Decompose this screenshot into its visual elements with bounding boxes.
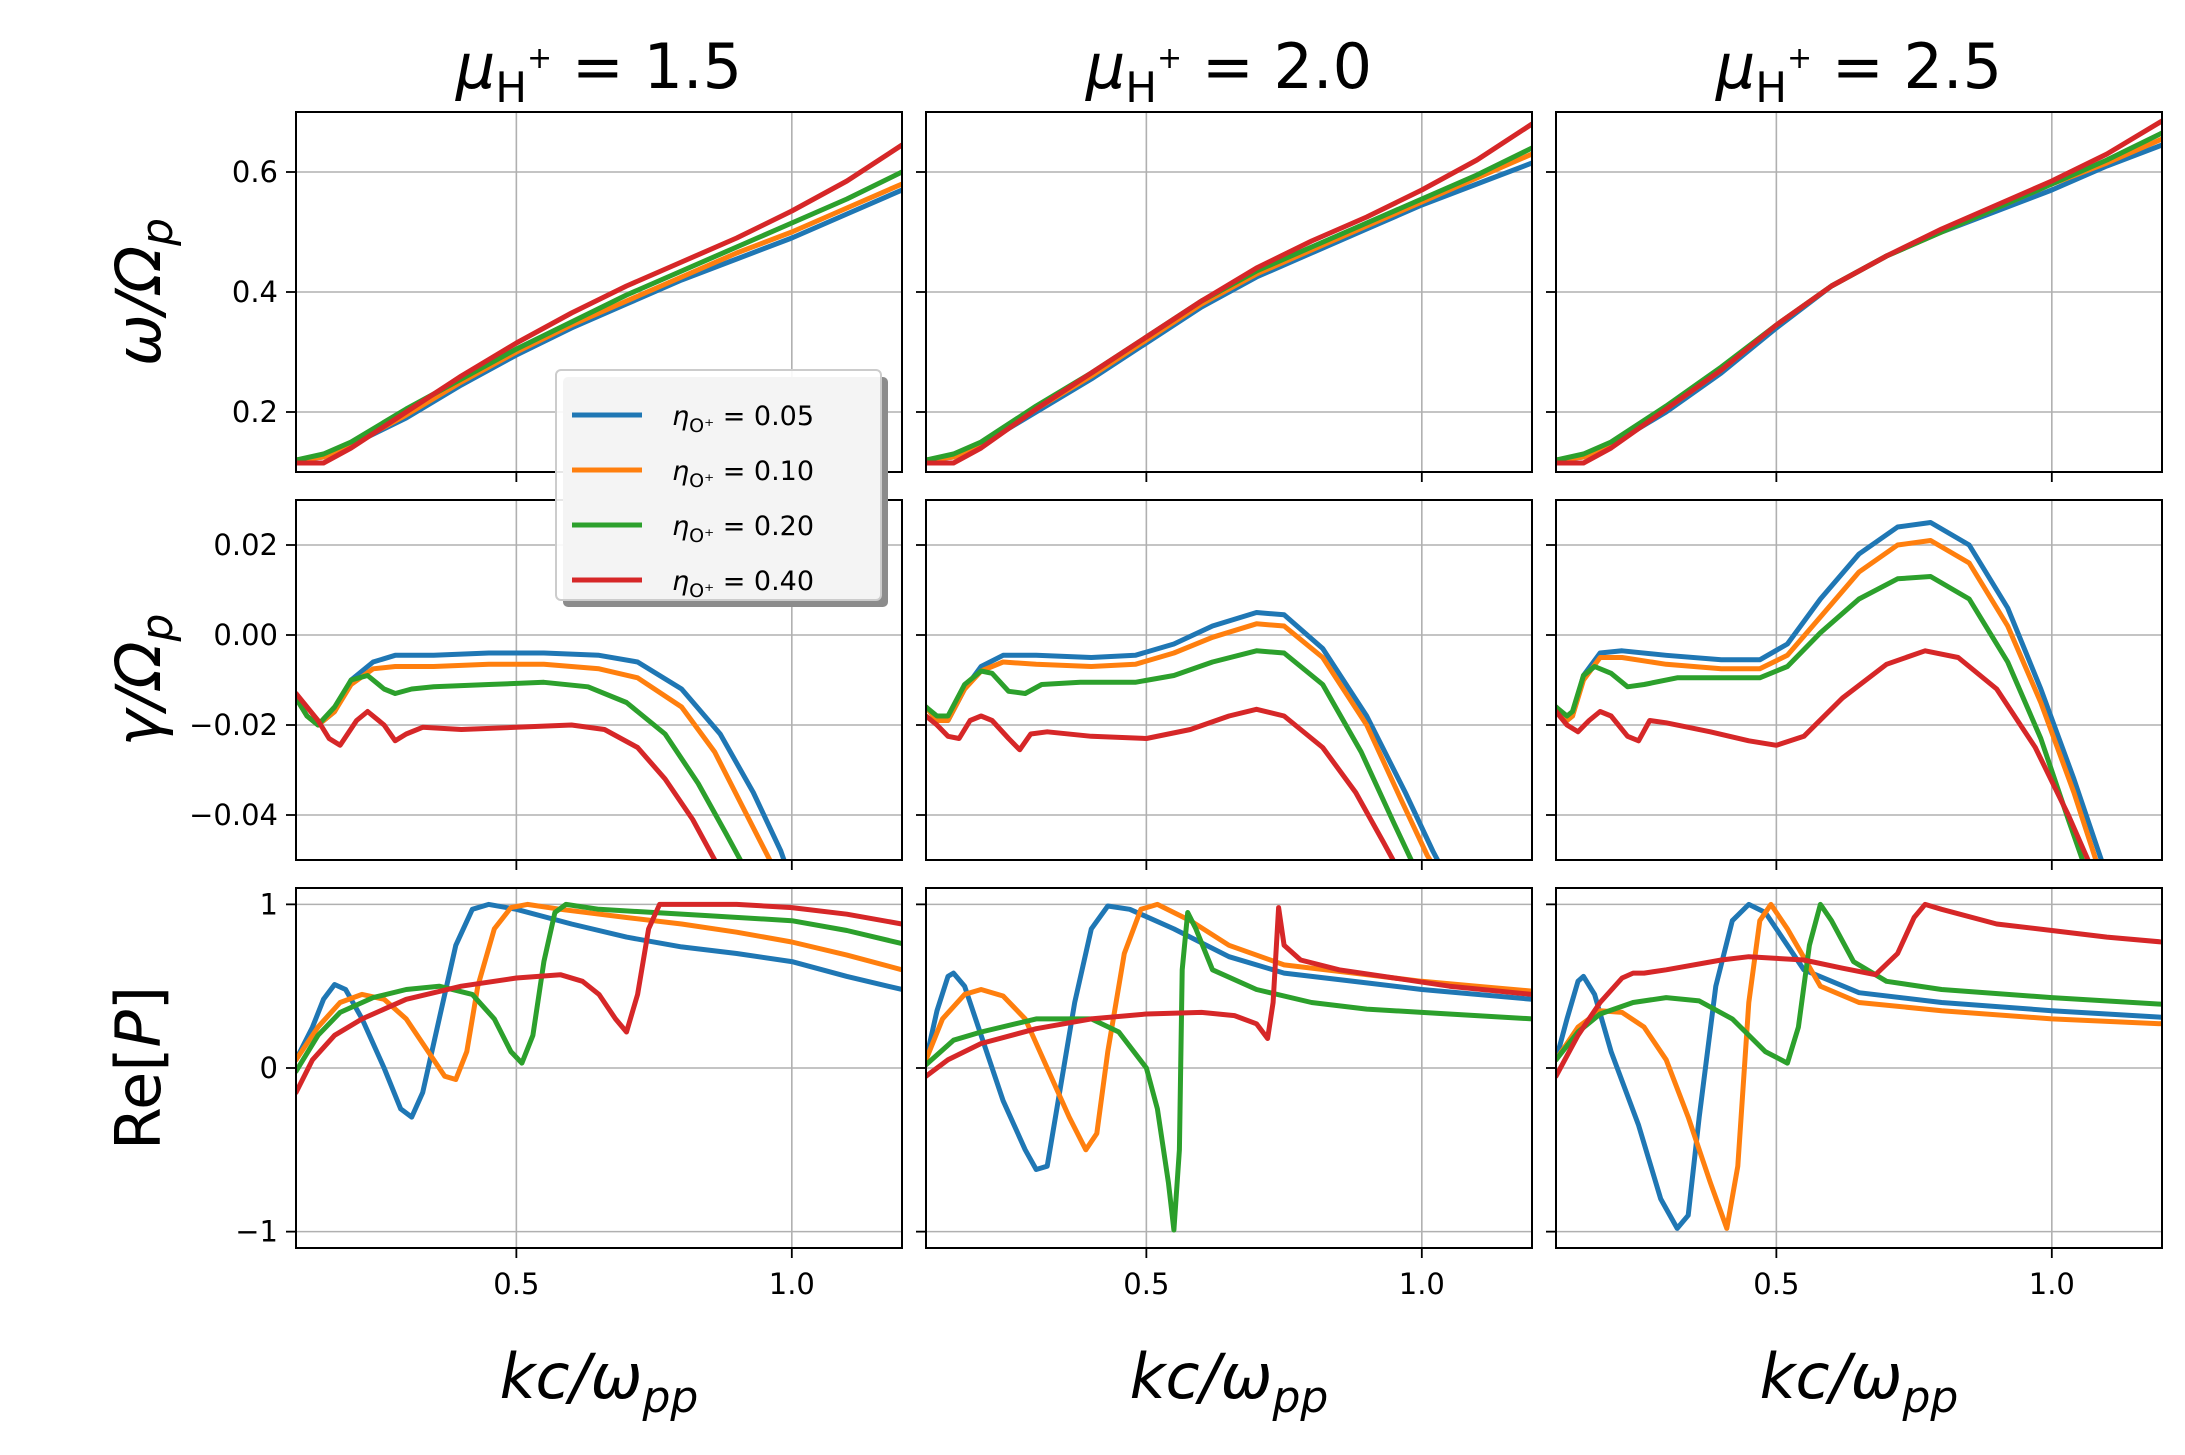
y-tick-label: −1: [235, 1215, 278, 1249]
grid: [1556, 112, 2162, 472]
series-group: [1556, 118, 2162, 466]
y-tick-label: 0: [260, 1051, 278, 1085]
legend-frame: [555, 369, 882, 601]
y-tick-label: 0.4: [232, 275, 278, 309]
panel-r2-c1: 0.5 1.0: [916, 887, 1533, 1301]
series-group: [1556, 520, 2105, 860]
legend-entry: ηO⁺ = 0.10: [572, 456, 814, 492]
series-line-3: [926, 648, 1414, 860]
y-tick-label: 0.02: [213, 528, 278, 562]
x-tick-label: 1.0: [1399, 1267, 1445, 1301]
column-title: μH+ = 1.5: [455, 30, 742, 112]
panel-r1-c0: −0.04 −0.02 0.00 0.02: [189, 499, 903, 870]
y-tick-label: −0.04: [189, 798, 278, 832]
series-line-4: [926, 706, 1396, 860]
series-line-4: [1556, 901, 2162, 1079]
row-ylabel: γ/Ωp: [102, 614, 183, 747]
column-titles: μH+ = 1.5 μH+ = 2.0 μH+ = 2.5: [455, 30, 2002, 112]
column-title: μH+ = 2.5: [1715, 30, 2002, 112]
y-tick-label: −0.02: [189, 708, 278, 742]
series-line-1: [926, 903, 1532, 1172]
panel-frame: [1555, 499, 2163, 861]
y-tick-label: 0.6: [232, 155, 278, 189]
panel-r1-c1: [916, 499, 1533, 870]
panel-r2-c2: 0.5 1.0: [1546, 887, 2163, 1301]
x-tick-label: 0.5: [1753, 1267, 1799, 1301]
series-line-4: [296, 901, 902, 1095]
series-group: [926, 901, 1532, 1233]
series-group: [296, 142, 902, 466]
legend-entry: ηO⁺ = 0.20: [572, 511, 814, 547]
grid: [1556, 888, 2162, 1248]
series-line-3: [926, 910, 1532, 1233]
grid: [296, 888, 902, 1248]
legend-entry: ηO⁺ = 0.40: [572, 566, 814, 602]
series-line-4: [1556, 648, 2091, 860]
series-line-3: [1556, 574, 2086, 860]
x-axis-label: kc/ωpp: [500, 1340, 699, 1423]
series-line-1: [296, 901, 902, 1120]
legend-label: ηO⁺ = 0.40: [672, 566, 814, 602]
series-line-4: [926, 905, 1532, 1079]
panel-r2-c0: 0.5 1.0 −1 0 1: [235, 887, 903, 1301]
series-line-3: [296, 901, 902, 1074]
panel-frame: [925, 499, 1533, 861]
legend-label: ηO⁺ = 0.05: [672, 401, 814, 437]
series-line-2: [296, 181, 902, 463]
row-ylabels: ω/Ωp γ/Ωp Re[P]: [102, 218, 183, 1150]
x-tick-label: 0.5: [1123, 1267, 1169, 1301]
x-tick-label: 0.5: [493, 1267, 539, 1301]
series-group: [296, 650, 787, 860]
series-line-4: [296, 142, 902, 466]
series-group: [926, 121, 1532, 466]
panel-grid: 0.20.40.6−0.04−0.020.000.020.5 1.0−1010.5…: [189, 111, 2163, 1301]
series-group: [1556, 901, 2162, 1231]
series-group: [296, 901, 902, 1120]
series-line-4: [1556, 118, 2162, 466]
series-line-2: [1556, 901, 2162, 1231]
svg-text:γ/Ωp: γ/Ωp: [102, 614, 183, 747]
grid: [1556, 500, 2162, 860]
svg-text:Re[P]: Re[P]: [102, 986, 175, 1150]
panel-r0-c2: [1546, 111, 2163, 482]
series-line-3: [296, 673, 744, 860]
panel-r1-c2: [1546, 499, 2163, 870]
x-axis-label: kc/ωpp: [1760, 1340, 1959, 1423]
series-line-4: [296, 691, 718, 860]
legend-entry: ηO⁺ = 0.05: [572, 401, 814, 437]
x-tick-label: 1.0: [2029, 1267, 2075, 1301]
series-line-3: [296, 169, 902, 463]
column-xlabels: kc/ωpp kc/ωpp kc/ωpp: [500, 1340, 1959, 1423]
legend-label: ηO⁺ = 0.10: [672, 456, 814, 492]
legend-label: ηO⁺ = 0.20: [672, 511, 814, 547]
panel-r0-c1: [916, 111, 1533, 482]
legend: ηO⁺ = 0.05 ηO⁺ = 0.10 ηO⁺ = 0.20 ηO⁺ = 0.40: [555, 369, 888, 607]
row-ylabel: ω/Ωp: [102, 218, 183, 366]
series-group: [926, 610, 1441, 860]
series-line-1: [1556, 901, 2162, 1231]
y-tick-label: 0.2: [232, 395, 278, 429]
x-tick-label: 1.0: [769, 1267, 815, 1301]
y-tick-label: 1: [260, 887, 278, 921]
series-line-4: [926, 121, 1532, 466]
svg-text:ω/Ωp: ω/Ωp: [102, 218, 183, 366]
x-axis-label: kc/ωpp: [1130, 1340, 1329, 1423]
series-line-3: [1556, 901, 2162, 1066]
row-ylabel: Re[P]: [102, 986, 175, 1150]
y-tick-label: 0.00: [213, 618, 278, 652]
column-title: μH+ = 2.0: [1085, 30, 1372, 112]
